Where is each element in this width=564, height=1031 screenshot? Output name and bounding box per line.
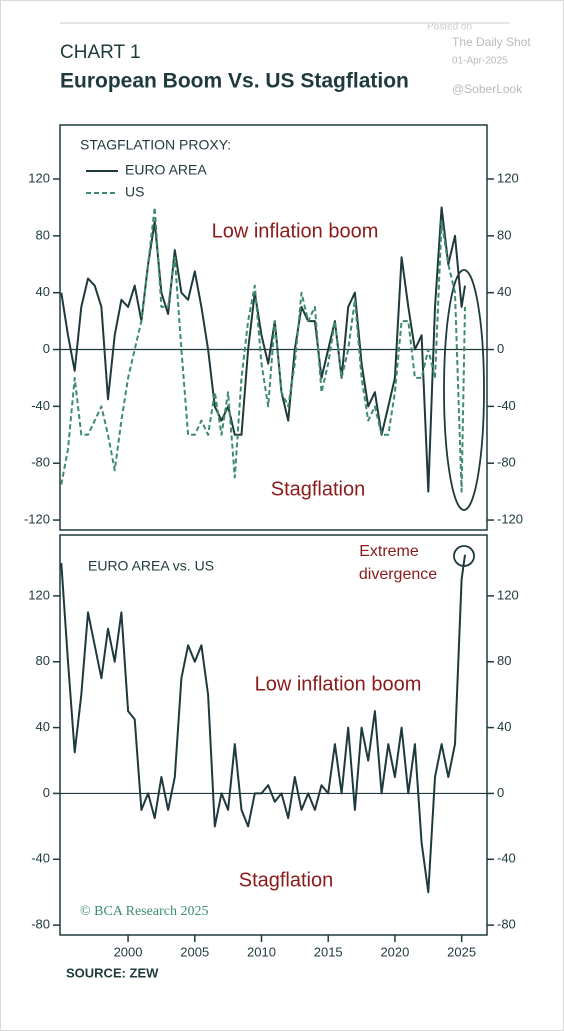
series-line	[60, 554, 466, 894]
x-tick-label: 2025	[447, 944, 476, 959]
panel-subtitle: EURO AREA vs. US	[88, 558, 214, 574]
y-tick-label: 0	[43, 341, 50, 356]
y-tick-label: -80	[497, 455, 516, 470]
y-tick-label: 120	[28, 170, 50, 185]
legend-title: STAGFLATION PROXY:	[80, 137, 231, 153]
y-tick-label: 0	[497, 785, 504, 800]
y-tick-label: -120	[497, 511, 523, 526]
series-line	[60, 206, 466, 493]
y-tick-label: 40	[497, 719, 511, 734]
x-tick-label: 2010	[247, 944, 276, 959]
legend-label: EURO AREA	[125, 162, 207, 178]
annotation: Low inflation boom	[212, 220, 379, 242]
y-tick-label: 40	[497, 284, 511, 299]
y-tick-label: 40	[36, 284, 50, 299]
x-tick-label: 2020	[380, 944, 409, 959]
watermark: 01-Apr-2025	[452, 56, 508, 67]
annotation: Extreme	[359, 543, 419, 560]
y-tick-label: 80	[497, 227, 511, 242]
watermark: The Daily Shot	[452, 35, 531, 49]
highlight-ellipse	[443, 269, 485, 511]
y-tick-label: 80	[497, 653, 511, 668]
y-tick-label: -40	[497, 851, 516, 866]
credit: © BCA Research 2025	[80, 904, 208, 919]
y-tick-label: 0	[497, 341, 504, 356]
chart-title: European Boom Vs. US Stagflation	[60, 70, 409, 93]
y-tick-label: -40	[497, 398, 516, 413]
y-tick-label: 120	[497, 587, 519, 602]
y-tick-label: -40	[31, 398, 50, 413]
legend-label: US	[125, 184, 144, 200]
y-tick-label: -80	[31, 917, 50, 932]
watermark: Posted on	[427, 22, 472, 33]
y-tick-label: -80	[497, 917, 516, 932]
series-line	[60, 206, 466, 493]
x-tick-label: 2015	[314, 944, 343, 959]
y-tick-label: 40	[36, 719, 50, 734]
y-tick-label: -40	[31, 851, 50, 866]
source: SOURCE: ZEW	[66, 965, 159, 980]
annotation: Stagflation	[239, 869, 334, 891]
y-tick-label: 120	[28, 587, 50, 602]
annotation: divergence	[359, 566, 437, 583]
watermark: @SoberLook	[452, 82, 523, 96]
annotation: Stagflation	[271, 478, 366, 500]
y-tick-label: 120	[497, 170, 519, 185]
annotation: Low inflation boom	[255, 673, 422, 695]
panel-frame	[59, 124, 488, 531]
x-tick-label: 2000	[114, 944, 143, 959]
y-tick-label: -120	[24, 511, 50, 526]
y-tick-label: 80	[36, 227, 50, 242]
x-tick-label: 2005	[180, 944, 209, 959]
y-tick-label: 80	[36, 653, 50, 668]
chart-label: CHART 1	[60, 42, 141, 63]
y-tick-label: 0	[43, 785, 50, 800]
y-tick-label: -80	[31, 455, 50, 470]
panel-frame	[59, 534, 488, 936]
